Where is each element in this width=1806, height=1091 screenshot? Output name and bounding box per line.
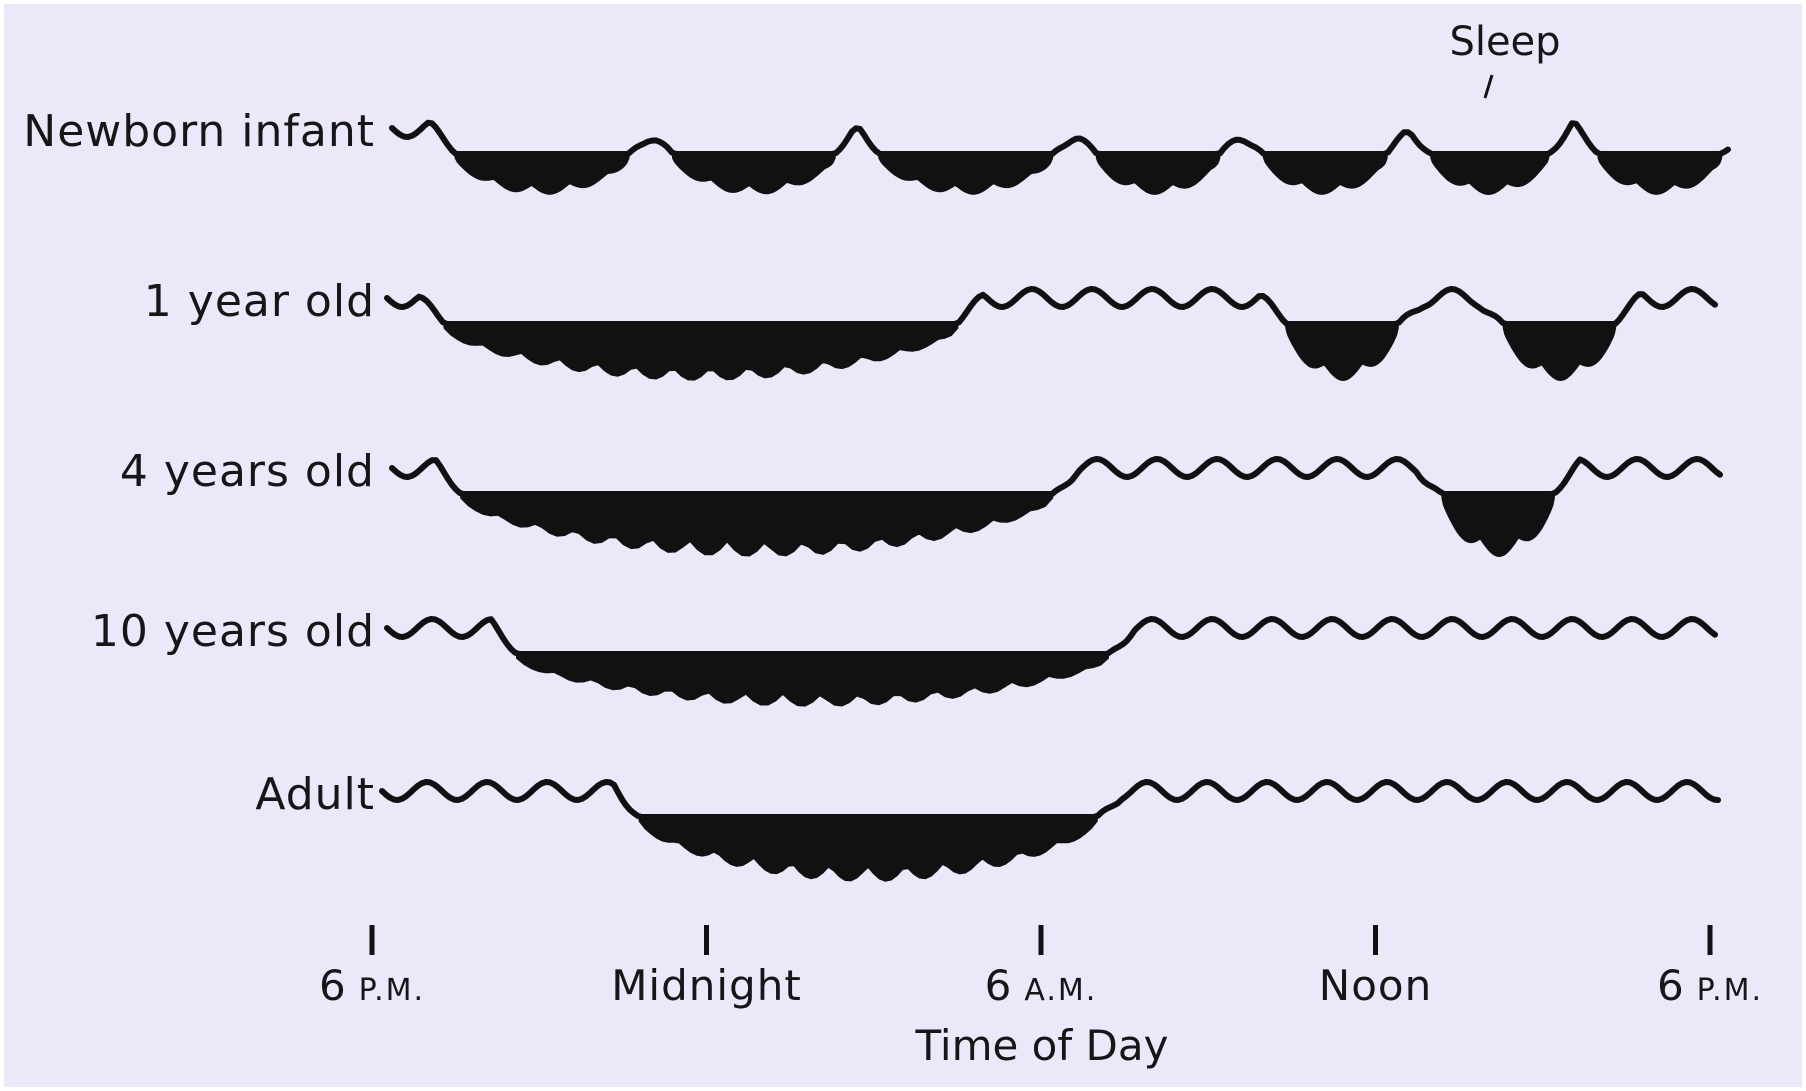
sleep-period (1285, 323, 1399, 382)
sleep-period (1441, 493, 1555, 558)
axis-tick-label: 6 P.M. (319, 961, 425, 1010)
row-newborn-infant: Newborn infant (23, 106, 1731, 196)
sleep-period (1263, 153, 1388, 195)
sleep-period (878, 153, 1054, 195)
row-10-years-old: 10 years old (91, 606, 1718, 707)
axis-tick-label: Midnight (611, 961, 802, 1010)
sleep-period (515, 653, 1109, 707)
sleep-period (1095, 153, 1221, 195)
x-axis-title: Time of Day (915, 1021, 1169, 1070)
axis-tick-label: 6 A.M. (985, 961, 1098, 1010)
sleep-period (460, 493, 1054, 557)
sleep-period (671, 153, 836, 195)
sleep-period (638, 816, 1098, 882)
sleep-annotation: Sleep (1449, 19, 1560, 65)
axis-tick-label: 6 P.M. (1657, 961, 1763, 1010)
sleep-period (1502, 323, 1617, 382)
row-4-years-old: 4 years old (120, 446, 1723, 558)
activity-trace (389, 456, 1723, 497)
activity-trace (384, 616, 1718, 657)
axis-tick-label: Noon (1319, 961, 1432, 1010)
row-label: 10 years old (91, 606, 375, 657)
rows-layer: Newborn infant 1 year old 4 years old 10 ye… (23, 106, 1731, 882)
activity-trace (379, 779, 1721, 820)
sleep-annotation-pointer (1483, 74, 1494, 99)
row-label: Adult (255, 769, 375, 820)
row-adult: Adult (255, 769, 1721, 882)
row-1-year-old: 1 year old (144, 276, 1718, 382)
sleep-period (1597, 153, 1723, 195)
sleep-period (1430, 153, 1550, 196)
sleep-period (443, 323, 959, 381)
activity-trace (389, 119, 1731, 157)
row-label: 1 year old (144, 276, 375, 327)
activity-trace (384, 286, 1718, 327)
row-label: 4 years old (120, 446, 375, 497)
sleep-period (454, 153, 630, 195)
row-label: Newborn infant (23, 106, 375, 157)
time-axis: 6 P.M. Midnight 6 A.M. Noon 6 P.M. (319, 925, 1763, 1010)
